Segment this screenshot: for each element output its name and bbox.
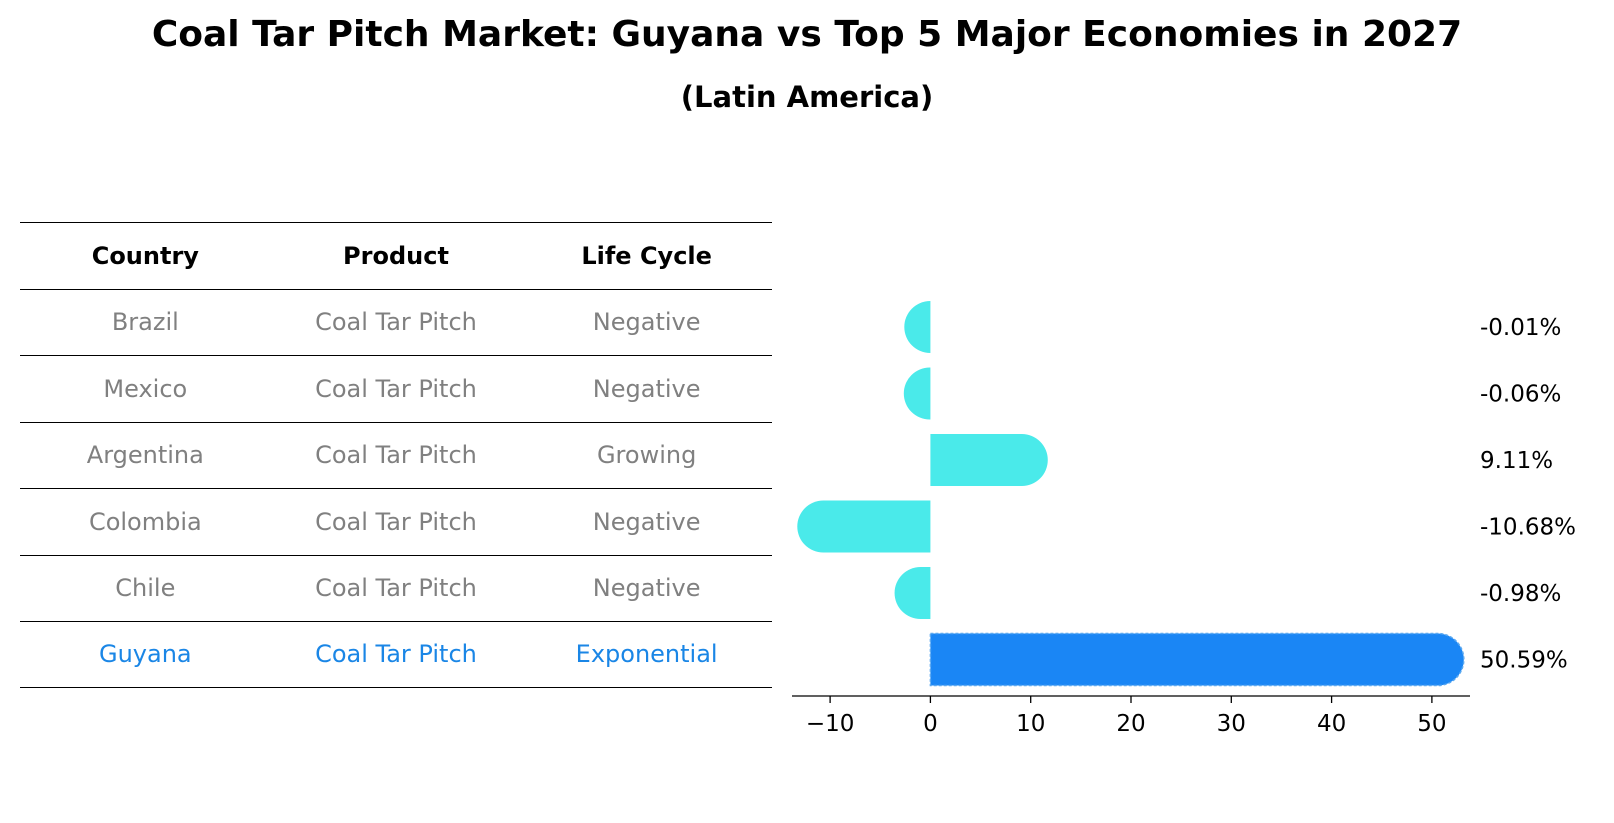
header-life-cycle: Life Cycle [581,241,712,270]
table-row: Brazil Coal Tar Pitch Negative [20,288,772,356]
product-cell: Coal Tar Pitch [315,640,477,669]
data-table: Country Product Life Cycle Brazil Coal T… [20,222,772,688]
x-tick-label: 40 [1317,711,1346,737]
value-label: 9.11% [1480,448,1553,474]
country-cell: Argentina [86,441,204,470]
product-cell: Coal Tar Pitch [315,374,477,403]
table-row: Colombia Coal Tar Pitch Negative [20,488,772,555]
country-cell: Mexico [103,374,188,403]
chart-subtitle: (Latin America) [680,80,934,114]
header-product: Product [343,241,449,270]
x-tick-label: −10 [806,711,855,737]
value-label: -10.68% [1480,515,1576,541]
life-cycle-cell: Exponential [575,640,718,669]
life-cycle-cell: Negative [592,308,701,337]
life-cycle-cell: Negative [592,507,701,536]
value-label: -0.01% [1480,315,1561,341]
country-cell: Brazil [111,308,179,337]
table-row: Chile Coal Tar Pitch Negative [20,554,772,622]
bar-mexico [903,367,931,420]
table-row: Mexico Coal Tar Pitch Negative [20,355,772,422]
value-label: -0.06% [1480,382,1561,408]
table-row-highlight: Guyana Coal Tar Pitch Exponential [20,621,772,688]
x-tick-label: 10 [1016,711,1045,737]
value-label: 50.59% [1480,648,1568,674]
product-cell: Coal Tar Pitch [315,574,477,603]
value-label: -0.98% [1480,581,1561,607]
country-cell: Colombia [88,507,202,536]
x-tick-label: 0 [923,711,938,737]
x-tick-label: 50 [1417,711,1446,737]
bar-argentina [930,434,1048,486]
table-row: Argentina Coal Tar Pitch Growing [20,421,772,489]
bar-colombia [797,500,931,553]
x-tick-label: 30 [1217,711,1246,737]
life-cycle-cell: Negative [592,574,701,603]
life-cycle-cell: Growing [596,441,697,470]
product-cell: Coal Tar Pitch [315,507,477,536]
table-header-row: Country Product Life Cycle [20,222,772,289]
product-cell: Coal Tar Pitch [315,441,477,470]
bar-guyana [929,632,1465,687]
x-tick-label: 20 [1116,711,1145,737]
life-cycle-cell: Negative [592,374,701,403]
chart-title: Coal Tar Pitch Market: Guyana vs Top 5 M… [151,14,1463,55]
product-cell: Coal Tar Pitch [315,308,477,337]
country-cell: Guyana [99,640,192,669]
country-cell: Chile [115,574,176,603]
bar-chile [894,567,931,619]
header-country: Country [91,241,199,270]
bar-brazil [904,301,931,353]
